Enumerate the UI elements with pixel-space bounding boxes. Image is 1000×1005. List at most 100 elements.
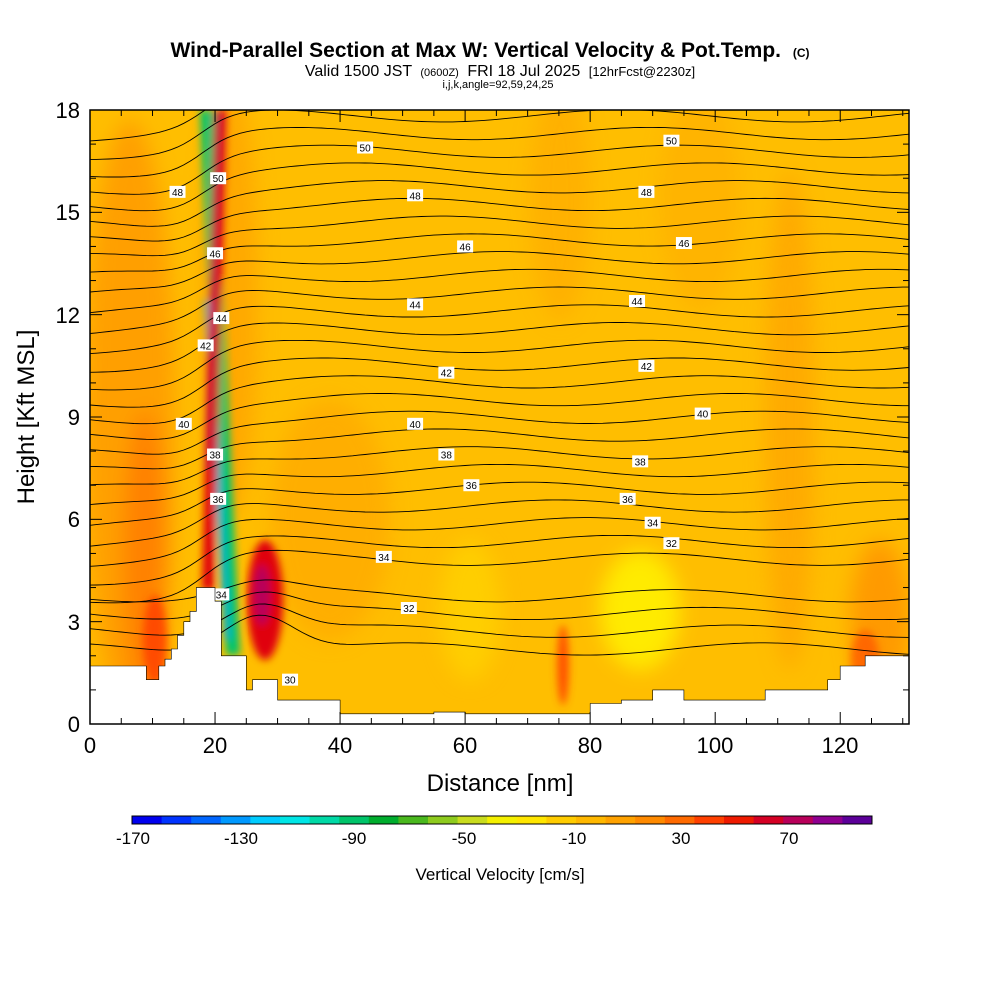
velocity-area-yellow-a bbox=[600, 550, 680, 670]
theta-contour-label: 40 bbox=[694, 407, 711, 421]
colorbar-cell bbox=[132, 816, 162, 824]
theta-contour-line bbox=[90, 357, 909, 408]
theta-contour-line bbox=[90, 603, 909, 638]
theta-contour-line bbox=[90, 375, 909, 425]
y-tick-label: 12 bbox=[56, 303, 80, 328]
subtitle-utc: (0600Z) bbox=[420, 67, 459, 79]
theta-contour-line bbox=[90, 393, 909, 440]
updraft-core-inner bbox=[206, 110, 222, 470]
theta-contour-line bbox=[90, 534, 909, 586]
colorbar-tick-label: 30 bbox=[672, 829, 691, 848]
theta-contour-label: 36 bbox=[463, 479, 480, 492]
colorbar-cell bbox=[576, 816, 606, 824]
theta-contour-label: 50 bbox=[663, 134, 680, 148]
colorbar-cell bbox=[368, 816, 399, 824]
theta-contour-label-text: 38 bbox=[441, 451, 453, 462]
y-tick-labels: 0 3 6 9 12 15 18 bbox=[56, 98, 80, 737]
velocity-area-upper-mid bbox=[530, 110, 590, 320]
theta-contour-label-text: 46 bbox=[460, 242, 472, 253]
colorbar-cell bbox=[161, 816, 192, 824]
theta-contour-line bbox=[90, 549, 909, 604]
theta-contour-label-text: 44 bbox=[216, 314, 228, 325]
theta-contour-line bbox=[90, 517, 909, 567]
x-tick-label: 40 bbox=[328, 733, 352, 758]
theta-contour-label: 42 bbox=[438, 366, 455, 380]
theta-contour-line bbox=[90, 162, 909, 212]
colorbar-tick-label: -50 bbox=[452, 829, 477, 848]
velocity-area-right-band bbox=[765, 170, 815, 670]
x-tick-label: 20 bbox=[203, 733, 227, 758]
theta-contour-label: 48 bbox=[169, 185, 186, 199]
theta-contour-label: 50 bbox=[357, 141, 374, 155]
colorbar-cell bbox=[783, 816, 814, 824]
theta-contour-label: 40 bbox=[407, 417, 424, 431]
axis-ticks bbox=[89, 109, 909, 725]
theta-contours bbox=[90, 110, 909, 656]
theta-contour-label: 42 bbox=[638, 359, 655, 373]
theta-contour-line bbox=[90, 614, 909, 656]
theta-contour-label: 50 bbox=[210, 172, 227, 185]
theta-contour-label-text: 36 bbox=[622, 495, 634, 506]
theta-contour-label-text: 34 bbox=[378, 553, 390, 564]
colorbar-tick-labels: -170 -130 -90 -50 -10 30 70 bbox=[116, 829, 798, 848]
theta-contour-label: 32 bbox=[663, 537, 680, 550]
chart-title-text: Wind-Parallel Section at Max W: Vertical… bbox=[170, 39, 781, 62]
theta-contour-label-text: 40 bbox=[178, 420, 190, 431]
chart-title: Wind-Parallel Section at Max W: Vertical… bbox=[170, 39, 809, 62]
y-tick-label: 18 bbox=[56, 98, 80, 123]
theta-contour-line bbox=[90, 499, 909, 547]
theta-contour-line bbox=[90, 233, 909, 273]
x-tick-label: 100 bbox=[697, 733, 734, 758]
y-tick-label: 0 bbox=[68, 712, 80, 737]
x-tick-label: 60 bbox=[453, 733, 477, 758]
theta-contour-label-text: 50 bbox=[360, 144, 372, 155]
theta-contour-label-text: 34 bbox=[216, 590, 228, 601]
theta-contour-label: 46 bbox=[675, 237, 692, 250]
updraft-left-spot bbox=[143, 595, 167, 685]
theta-contour-line bbox=[90, 339, 909, 391]
chart-subtitle: Valid 1500 JST (0600Z) FRI 18 Jul 2025 [… bbox=[305, 63, 695, 80]
plot-area: 50 50 50 48 48 48 46 46 46 44 44 44 42 42 42 40 40 40 38 38… bbox=[90, 110, 909, 724]
theta-contour-label: 34 bbox=[375, 550, 392, 564]
theta-contour-label-text: 32 bbox=[666, 539, 678, 550]
y-tick-label: 15 bbox=[56, 200, 80, 225]
colorbar-cell bbox=[280, 816, 310, 824]
theta-contour-line bbox=[90, 322, 909, 373]
theta-contour-label-text: 50 bbox=[666, 137, 678, 148]
theta-contour-label: 40 bbox=[175, 417, 192, 431]
colorbar-cell bbox=[220, 816, 251, 824]
theta-contour-label: 44 bbox=[407, 298, 424, 311]
theta-contour-label-text: 44 bbox=[631, 297, 643, 308]
colorbar-cell bbox=[309, 816, 340, 824]
theta-contour-line bbox=[90, 463, 909, 506]
x-tick-label: 0 bbox=[84, 733, 96, 758]
theta-contour-label-text: 34 bbox=[647, 519, 659, 530]
x-tick-label: 80 bbox=[578, 733, 602, 758]
theta-contour-label-text: 36 bbox=[466, 481, 478, 492]
theta-contour-label-text: 50 bbox=[213, 174, 225, 185]
theta-contour-line bbox=[90, 268, 909, 314]
theta-contour-label: 38 bbox=[632, 455, 649, 468]
theta-contour-label-text: 38 bbox=[209, 451, 221, 462]
colorbar-cell bbox=[694, 816, 725, 824]
colorbar-label: Vertical Velocity [cm/s] bbox=[415, 865, 584, 884]
y-tick-label: 6 bbox=[68, 507, 80, 532]
theta-contour-label-text: 42 bbox=[200, 341, 212, 352]
y-tick-label: 3 bbox=[68, 610, 80, 635]
colorbar-cell bbox=[635, 816, 666, 824]
colorbar-cell bbox=[753, 816, 784, 824]
velocity-area-upper-right bbox=[660, 110, 740, 310]
colorbar-tick-label: -130 bbox=[224, 829, 258, 848]
downdraft-core bbox=[200, 110, 240, 655]
theta-contour-line bbox=[90, 446, 909, 486]
theta-contour-line bbox=[90, 251, 909, 293]
colorbar-cell bbox=[487, 816, 518, 824]
theta-contour-label: 36 bbox=[210, 492, 227, 506]
theta-contour-label-text: 40 bbox=[697, 410, 709, 421]
colorbar-tick-label: -90 bbox=[342, 829, 367, 848]
colorbar-tick-label: 70 bbox=[780, 829, 799, 848]
theta-contour-label-text: 42 bbox=[441, 369, 453, 380]
colorbar-cell bbox=[546, 816, 577, 824]
theta-contour-label-text: 48 bbox=[410, 191, 422, 202]
